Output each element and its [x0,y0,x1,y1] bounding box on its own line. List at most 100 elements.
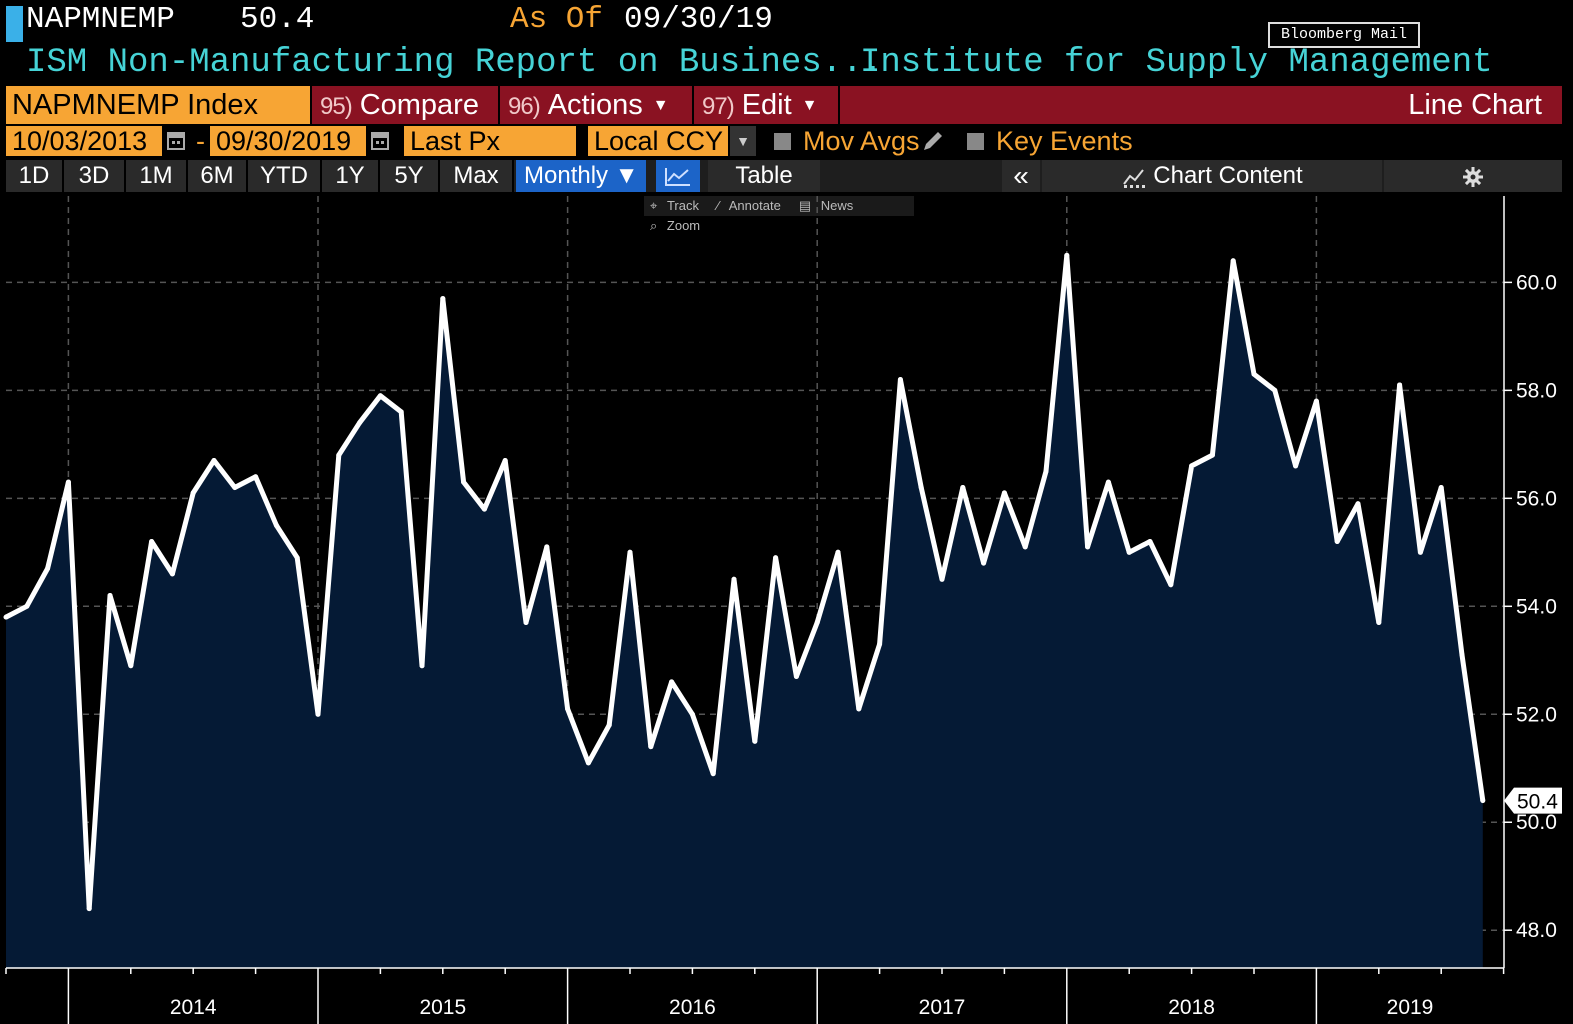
data-point [669,679,675,685]
data-point [253,474,259,480]
calendar-icon[interactable] [165,128,187,154]
start-date-input[interactable]: 10/03/2013 [6,126,162,156]
data-point [710,771,716,777]
data-point [294,555,300,561]
data-point [24,603,30,609]
y-tick-label: 58.0 [1516,379,1557,402]
period-select[interactable]: Monthly ▼ [516,160,646,192]
data-point [1043,468,1049,474]
series-points [3,252,1486,912]
mov-avgs-checkbox[interactable] [774,133,791,150]
range-6m-button[interactable]: 6M [188,160,248,192]
compare-number: 95) [320,93,353,120]
edit-number: 97) [702,93,735,120]
data-point [523,619,529,625]
series-area [6,255,1483,968]
chart-type-label[interactable]: Line Chart [840,86,1562,124]
data-point [544,544,550,550]
chevron-down-icon[interactable]: ▼ [730,126,756,156]
edit-button[interactable]: 97) Edit ▼ [694,86,838,124]
x-year-label: 2015 [419,996,466,1019]
calendar-icon[interactable] [369,128,391,154]
data-point [835,549,841,555]
data-point [731,576,737,582]
settings-button[interactable] [1384,160,1562,192]
data-point [169,571,175,577]
key-events-label: Key Events [996,126,1133,156]
data-point [149,539,155,545]
news-tool[interactable]: ▤ News [798,198,854,213]
chart-content-button[interactable]: Chart Content [1042,160,1382,192]
data-point [897,377,903,383]
data-point [65,479,71,485]
data-point [315,711,321,717]
data-point [814,619,820,625]
bloomberg-mail-button[interactable]: Bloomberg Mail [1268,22,1420,48]
data-point [211,458,217,464]
data-point [627,549,633,555]
compare-button[interactable]: 95) Compare [312,86,498,124]
x-year-label: 2019 [1387,996,1434,1019]
data-point [689,711,695,717]
mov-avgs-label: Mov Avgs [803,126,920,156]
y-tick-label: 48.0 [1516,919,1557,942]
ticker: NAPMNEMP [26,2,175,37]
range-1m-button[interactable]: 1M [126,160,188,192]
price-field-select[interactable]: Last Px [404,126,576,156]
key-events-checkbox[interactable] [967,133,984,150]
collapse-panel-button[interactable]: « [1002,160,1040,192]
track-tool[interactable]: ⌖ Track [650,198,699,213]
range-1d-button[interactable]: 1D [6,160,64,192]
data-point [45,566,51,572]
data-point [377,393,383,399]
data-point [86,906,92,912]
range-3d-button[interactable]: 3D [64,160,126,192]
data-point [1480,798,1486,804]
security-source: Institute for Supply Management [860,44,1493,82]
data-point [856,706,862,712]
as-of-date[interactable]: 09/30/19 [624,2,773,37]
data-point [398,409,404,415]
pencil-icon[interactable] [920,128,946,154]
data-point [1064,252,1070,258]
end-date-input[interactable]: 09/30/2019 [210,126,366,156]
line-chart-mode-button[interactable] [656,160,700,192]
data-point [877,641,883,647]
actions-button[interactable]: 96) Actions ▼ [500,86,692,124]
gear-icon [1463,166,1483,187]
chart-content-label: Chart Content [1153,162,1303,189]
data-point [107,592,113,598]
data-point [585,760,591,766]
data-point [793,673,799,679]
currency-select[interactable]: Local CCY [588,126,728,156]
data-point [502,458,508,464]
line-chart-icon [665,168,690,186]
security-input[interactable]: NAPMNEMP Index [6,86,310,124]
range-5y-button[interactable]: 5Y [380,160,440,192]
y-tick-label: 56.0 [1516,487,1557,510]
last-value-label: 50.4 [1504,787,1562,814]
table-mode-button[interactable]: Table [708,160,820,192]
annotate-tool[interactable]: ⁄ Annotate [716,198,781,213]
x-year-label: 2017 [919,996,966,1019]
security-description: ISM Non-Manufacturing Report on Busines.… [26,44,883,82]
data-point [1189,463,1195,469]
data-point [1126,549,1132,555]
data-point [752,738,758,744]
data-point [1147,539,1153,545]
compare-label: Compare [359,89,479,121]
data-point [1105,479,1111,485]
data-point [232,485,238,491]
data-point [939,576,945,582]
range-max-button[interactable]: Max [440,160,514,192]
data-point [1293,463,1299,469]
series-line [4,252,1486,912]
range-1y-button[interactable]: 1Y [322,160,380,192]
range-ytd-button[interactable]: YTD [248,160,322,192]
zoom-tool[interactable]: ⌕ Zoom [650,218,701,233]
data-point [461,479,467,485]
data-point [773,555,779,561]
data-point [1417,549,1423,555]
last-value: 50.4 [240,2,315,37]
